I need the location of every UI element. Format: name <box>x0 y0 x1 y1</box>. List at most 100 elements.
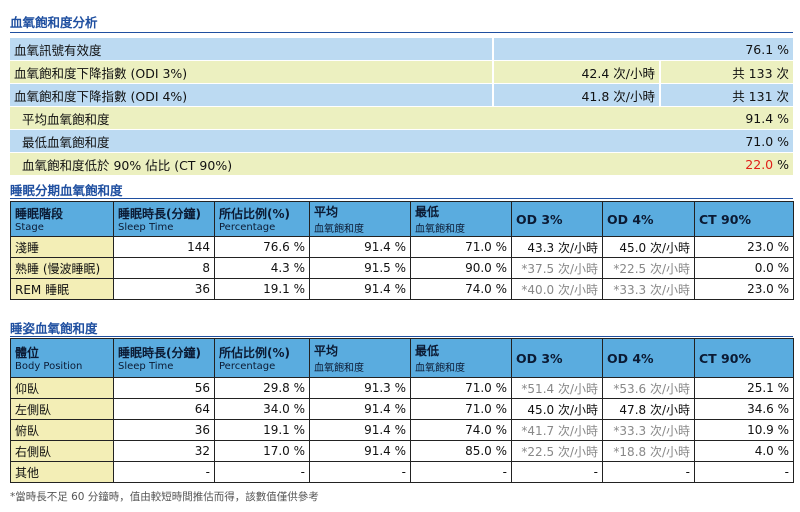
column-header: 平均 血氧飽和度 <box>309 201 411 237</box>
cell-time: 64 <box>113 398 215 420</box>
cell-od3: *37.5 次/小時 <box>511 257 603 279</box>
cell-min: 71.0 % <box>410 398 512 420</box>
column-header: OD 3% <box>511 201 603 237</box>
column-header: 體位 Body Position <box>10 338 114 378</box>
summary-value <box>493 129 660 153</box>
ct90-unit: % <box>773 156 789 172</box>
section-divider <box>10 336 793 337</box>
cell-min: 71.0 % <box>410 377 512 399</box>
column-header: 最低 血氧飽和度 <box>410 338 512 378</box>
section-divider <box>10 32 793 33</box>
column-header-label: 體位 <box>15 346 40 360</box>
column-header-sublabel: Body Position <box>15 361 83 372</box>
cell-avg: 91.4 % <box>309 236 411 258</box>
row-label: 仰臥 <box>10 377 114 399</box>
column-header: CT 90% <box>694 201 794 237</box>
cell-time: 36 <box>113 419 215 441</box>
cell-od4: *33.3 次/小時 <box>602 278 695 300</box>
cell-min: 74.0 % <box>410 278 512 300</box>
cell-od4: 47.8 次/小時 <box>602 398 695 420</box>
column-header-sublabel: Sleep Time <box>118 222 174 233</box>
table-header-row: 睡眠階段 Stage 睡眠時長(分鐘) Sleep Time 所佔比例(%) Percen… <box>10 201 794 237</box>
summary-total: 共 131 次 <box>659 83 793 107</box>
section-title-sleep-stage: 睡眠分期血氧飽和度 <box>10 183 123 198</box>
column-header-sublabel: 血氧飽和度 <box>415 363 465 374</box>
cell-pct: - <box>214 461 310 483</box>
summary-total: 91.4 % <box>660 106 793 130</box>
summary-value <box>493 152 660 176</box>
summary-total: 71.0 % <box>660 129 793 153</box>
column-header: 睡眠時長(分鐘) Sleep Time <box>113 201 215 237</box>
column-header: 所佔比例(%) Percentage <box>214 338 310 378</box>
table-row: 熟睡 (慢波睡眠) 8 4.3 % 91.5 % 90.0 % *37.5 次/小時 *22… <box>10 257 794 279</box>
cell-od3: - <box>511 461 603 483</box>
column-header-label: 所佔比例(%) <box>219 207 290 221</box>
cell-time: 56 <box>113 377 215 399</box>
summary-label: 平均血氧飽和度 <box>10 106 493 130</box>
cell-od3: 45.0 次/小時 <box>511 398 603 420</box>
cell-od3: *51.4 次/小時 <box>511 377 603 399</box>
column-header-sublabel: 血氧飽和度 <box>415 224 465 235</box>
column-header-label: 睡眠階段 <box>15 207 64 221</box>
summary-label: 血氧飽和度低於 90% 佔比 (CT 90%) <box>10 152 493 176</box>
cell-ct90: 23.0 % <box>694 278 794 300</box>
column-header-label: OD 3% <box>516 350 563 366</box>
cell-avg: 91.5 % <box>309 257 411 279</box>
cell-ct90: 4.0 % <box>694 440 794 462</box>
cell-time: 36 <box>113 278 215 300</box>
column-header: OD 3% <box>511 338 603 378</box>
column-header-label: 最低 <box>415 205 440 219</box>
row-label: 熟睡 (慢波睡眠) <box>10 257 114 279</box>
summary-total: 22.0 % <box>660 152 793 176</box>
column-header-label: OD 3% <box>516 211 563 227</box>
column-header-label: 所佔比例(%) <box>219 346 290 360</box>
cell-od4: *22.5 次/小時 <box>602 257 695 279</box>
summary-row: 平均血氧飽和度 91.4 % <box>10 106 793 130</box>
cell-od4: *33.3 次/小時 <box>602 419 695 441</box>
cell-min: 85.0 % <box>410 440 512 462</box>
table-row: 淺睡 144 76.6 % 91.4 % 71.0 % 43.3 次/小時 45.0 次/小… <box>10 236 794 258</box>
cell-od4: *18.8 次/小時 <box>602 440 695 462</box>
column-header-label: OD 4% <box>607 350 654 366</box>
row-label: 右側臥 <box>10 440 114 462</box>
section-divider <box>10 198 793 199</box>
cell-od3: *40.0 次/小時 <box>511 278 603 300</box>
column-header-sublabel: Sleep Time <box>118 361 174 372</box>
column-header-sublabel: 血氧飽和度 <box>314 224 364 235</box>
column-header: CT 90% <box>694 338 794 378</box>
cell-ct90: 34.6 % <box>694 398 794 420</box>
cell-ct90: 23.0 % <box>694 236 794 258</box>
cell-ct90: 0.0 % <box>694 257 794 279</box>
summary-value: 41.8 次/小時 <box>492 83 660 107</box>
summary-value <box>492 38 660 61</box>
cell-ct90: 25.1 % <box>694 377 794 399</box>
column-header-label: 平均 <box>314 344 339 358</box>
column-header-sublabel: 血氧飽和度 <box>314 363 364 374</box>
cell-pct: 29.8 % <box>214 377 310 399</box>
summary-label: 血氧訊號有效度 <box>10 38 493 61</box>
cell-od3: 43.3 次/小時 <box>511 236 603 258</box>
cell-min: 74.0 % <box>410 419 512 441</box>
table-row: 左側臥 64 34.0 % 91.4 % 71.0 % 45.0 次/小時 47.8 次/小… <box>10 398 794 420</box>
cell-pct: 4.3 % <box>214 257 310 279</box>
cell-min: - <box>410 461 512 483</box>
cell-pct: 34.0 % <box>214 398 310 420</box>
cell-time: 32 <box>113 440 215 462</box>
table-row: 其他 - - - - - - - <box>10 461 794 483</box>
row-label: 淺睡 <box>10 236 114 258</box>
row-label: REM 睡眠 <box>10 278 114 300</box>
column-header-label: 平均 <box>314 205 339 219</box>
row-label: 俯臥 <box>10 419 114 441</box>
summary-label: 血氧飽和度下降指數 (ODI 4%) <box>10 83 493 107</box>
cell-min: 90.0 % <box>410 257 512 279</box>
table-row: 右側臥 32 17.0 % 91.4 % 85.0 % *22.5 次/小時 *18.8 次… <box>10 440 794 462</box>
summary-value <box>493 106 660 130</box>
cell-pct: 17.0 % <box>214 440 310 462</box>
table-header-row: 體位 Body Position 睡眠時長(分鐘) Sleep Time 所佔比例(%)… <box>10 338 794 378</box>
cell-od4: 45.0 次/小時 <box>602 236 695 258</box>
row-label: 左側臥 <box>10 398 114 420</box>
column-header-sublabel: Percentage <box>219 361 276 372</box>
summary-total: 76.1 % <box>660 38 793 61</box>
column-header-label: CT 90% <box>699 350 751 366</box>
column-header: 睡眠時長(分鐘) Sleep Time <box>113 338 215 378</box>
